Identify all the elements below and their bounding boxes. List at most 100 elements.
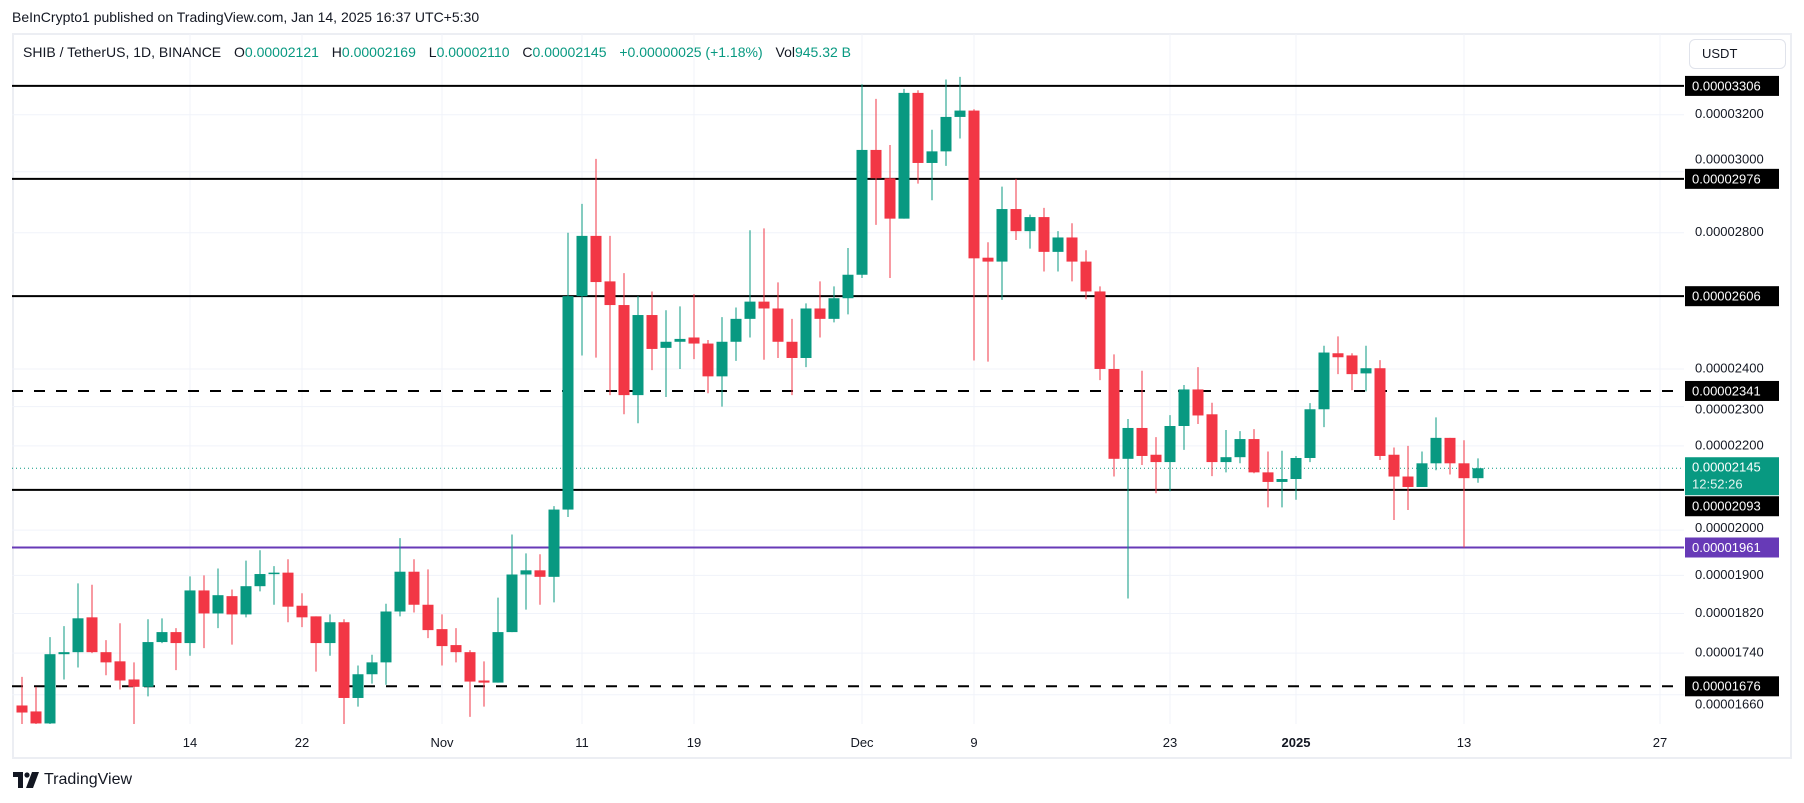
candle-body (1038, 217, 1050, 252)
candle-body (30, 711, 42, 724)
candle-up (1416, 451, 1428, 487)
candle-body (296, 605, 308, 618)
candle-up (730, 307, 742, 361)
level-price-label-box (1685, 286, 1779, 307)
level-price-label: 0.00001676 (1692, 679, 1761, 694)
x-tick-label: Nov (430, 735, 454, 750)
level-price-label-box (1685, 676, 1779, 697)
candle-body (380, 611, 392, 663)
candle-body (842, 274, 854, 299)
candle-up (548, 506, 560, 603)
candle-body (338, 622, 350, 698)
candle-body (520, 570, 532, 575)
candle-body (156, 632, 168, 643)
candle-body (254, 574, 266, 587)
candle-up (268, 566, 280, 605)
candle-down (758, 228, 770, 360)
candle-up (562, 232, 574, 517)
candle-up (506, 534, 518, 633)
candle-up (1472, 458, 1484, 483)
candle-body (982, 257, 994, 262)
candle-body (142, 642, 154, 687)
candle-down (1388, 447, 1400, 520)
volume-label: Vol (775, 44, 795, 60)
y-tick-label: 0.00001820 (1695, 605, 1764, 620)
candle-body (926, 151, 938, 163)
candle-body (702, 343, 714, 377)
candle-body (548, 509, 560, 577)
candle-body (1164, 426, 1176, 463)
candle-body (562, 296, 574, 510)
y-tick-label: 0.00002400 (1695, 360, 1764, 375)
horizontal-levels[interactable] (12, 84, 1684, 688)
candle-up (142, 619, 154, 697)
candle-down (618, 273, 630, 415)
candle-body (870, 149, 882, 179)
level-price-label: 0.00002093 (1692, 499, 1761, 514)
candle-up (744, 230, 756, 338)
candle-body (1304, 409, 1316, 458)
x-axis[interactable]: 14 22 Nov 11 19 Dec 9 23 2025 13 27 (183, 735, 1667, 750)
candle-down (1080, 250, 1092, 300)
candle-down (422, 569, 434, 639)
high-value: 0.00002169 (341, 44, 416, 60)
candle-up (926, 129, 938, 201)
candle-down (30, 686, 42, 724)
candle-up (1234, 431, 1246, 464)
candle-up (380, 603, 392, 685)
candle-down (436, 614, 448, 666)
candle-body (590, 235, 602, 283)
candle-body (1024, 217, 1036, 232)
candle-down (226, 589, 238, 645)
candle-down (1444, 437, 1456, 475)
level-price-label-box (1685, 496, 1779, 517)
symbol-title[interactable]: SHIB / TetherUS, 1D, BINANCE (23, 44, 222, 60)
candle-up (58, 626, 70, 680)
candle-up (1024, 214, 1036, 249)
candle-down (100, 640, 112, 676)
candle-up (492, 597, 504, 683)
candle-down (688, 294, 700, 360)
candle-up (1290, 455, 1302, 500)
candle-body (114, 661, 126, 681)
candle-body (688, 337, 700, 344)
candle-up (898, 88, 910, 219)
candle-body (394, 571, 406, 612)
candle-up (856, 84, 868, 279)
open-value: 0.00002121 (244, 44, 319, 60)
candle-up (156, 618, 168, 644)
candle-body (422, 604, 434, 631)
candle-body (968, 110, 980, 259)
candle-body (744, 301, 756, 319)
candle-body (716, 341, 728, 377)
candle-body (16, 705, 28, 713)
candle-up (1304, 403, 1316, 463)
candle-body (436, 629, 448, 647)
candle-body (884, 178, 896, 219)
candle-body (940, 116, 952, 152)
y-tick-label: 0.00001900 (1695, 567, 1764, 582)
candle-down (1248, 429, 1260, 474)
candle-up (1122, 418, 1134, 599)
candle-body (1332, 353, 1344, 358)
y-tick-label: 0.00002300 (1695, 401, 1764, 416)
y-axis[interactable]: 0.00003200 0.00003000 0.00002800 0.00002400… (1695, 106, 1764, 712)
tradingview-logo-text: TradingView (44, 771, 133, 788)
candle-down (86, 584, 98, 654)
low-label: L (428, 44, 437, 60)
candle-body (408, 571, 420, 605)
x-tick-label: 11 (575, 735, 589, 750)
candle-body (44, 654, 56, 724)
candle-up (716, 317, 728, 407)
candle-body (786, 341, 798, 358)
currency-button[interactable]: USDT (1689, 39, 1786, 69)
candle-up (674, 306, 686, 369)
candle-down (1066, 223, 1078, 282)
tradingview-logo[interactable]: TradingView (13, 771, 132, 789)
x-tick-label: Dec (850, 735, 874, 750)
candle-down (478, 661, 490, 707)
x-tick-label: 9 (970, 735, 977, 750)
candle-down (296, 593, 308, 628)
candle-body (310, 616, 322, 644)
